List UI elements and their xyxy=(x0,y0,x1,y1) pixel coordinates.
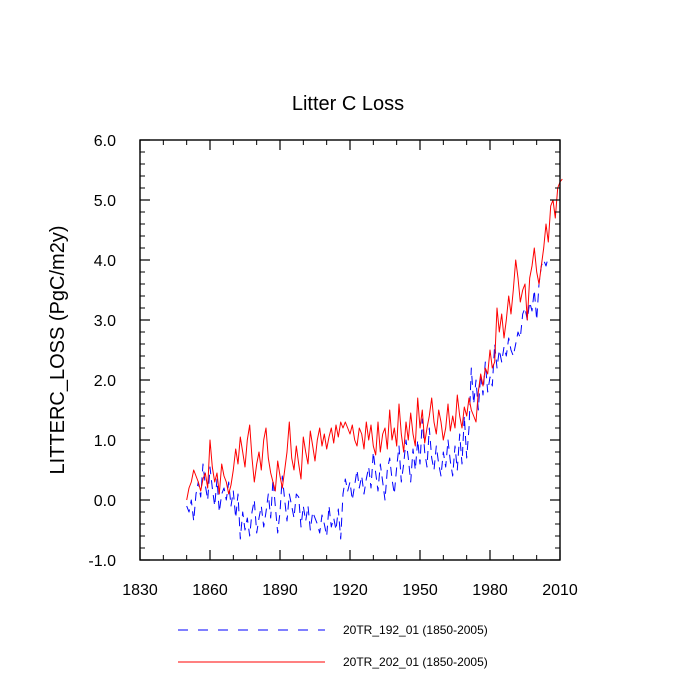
legend: 20TR_192_01 (1850-2005) 20TR_202_01 (1850… xyxy=(178,623,488,669)
plot-area xyxy=(186,178,563,540)
y-tick-label: 3.0 xyxy=(94,313,116,330)
plot-frame xyxy=(139,139,561,561)
y-tick-label: 4.0 xyxy=(94,253,116,270)
x-tick-label: 1890 xyxy=(262,582,298,599)
series-line-1 xyxy=(186,256,549,540)
x-tick-label: 1950 xyxy=(402,582,438,599)
x-tick-label: 1920 xyxy=(332,582,368,599)
axes: 1830 1860 1890 1920 1950 1980 2010 -1.0 0.0 1.0 2.… xyxy=(88,133,577,599)
y-tick-label: 2.0 xyxy=(94,373,116,390)
x-tick-label: 1830 xyxy=(122,582,158,599)
y-tick-label: 1.0 xyxy=(94,433,116,450)
chart-title: Litter C Loss xyxy=(292,93,404,115)
x-tick-label: 2010 xyxy=(542,582,578,599)
legend-label-2: 20TR_202_01 (1850-2005) xyxy=(343,655,488,669)
series-line-2 xyxy=(186,178,563,501)
y-tick-label: 6.0 xyxy=(94,133,116,150)
y-axis-label: LITTERC_LOSS (PgC/m2y) xyxy=(47,226,69,475)
y-tick-label: -1.0 xyxy=(88,553,116,570)
x-tick-label: 1980 xyxy=(472,582,508,599)
x-tick-label: 1860 xyxy=(192,582,228,599)
y-tick-label: 5.0 xyxy=(94,193,116,210)
legend-label-1: 20TR_192_01 (1850-2005) xyxy=(343,623,488,637)
y-tick-label: 0.0 xyxy=(94,493,116,510)
